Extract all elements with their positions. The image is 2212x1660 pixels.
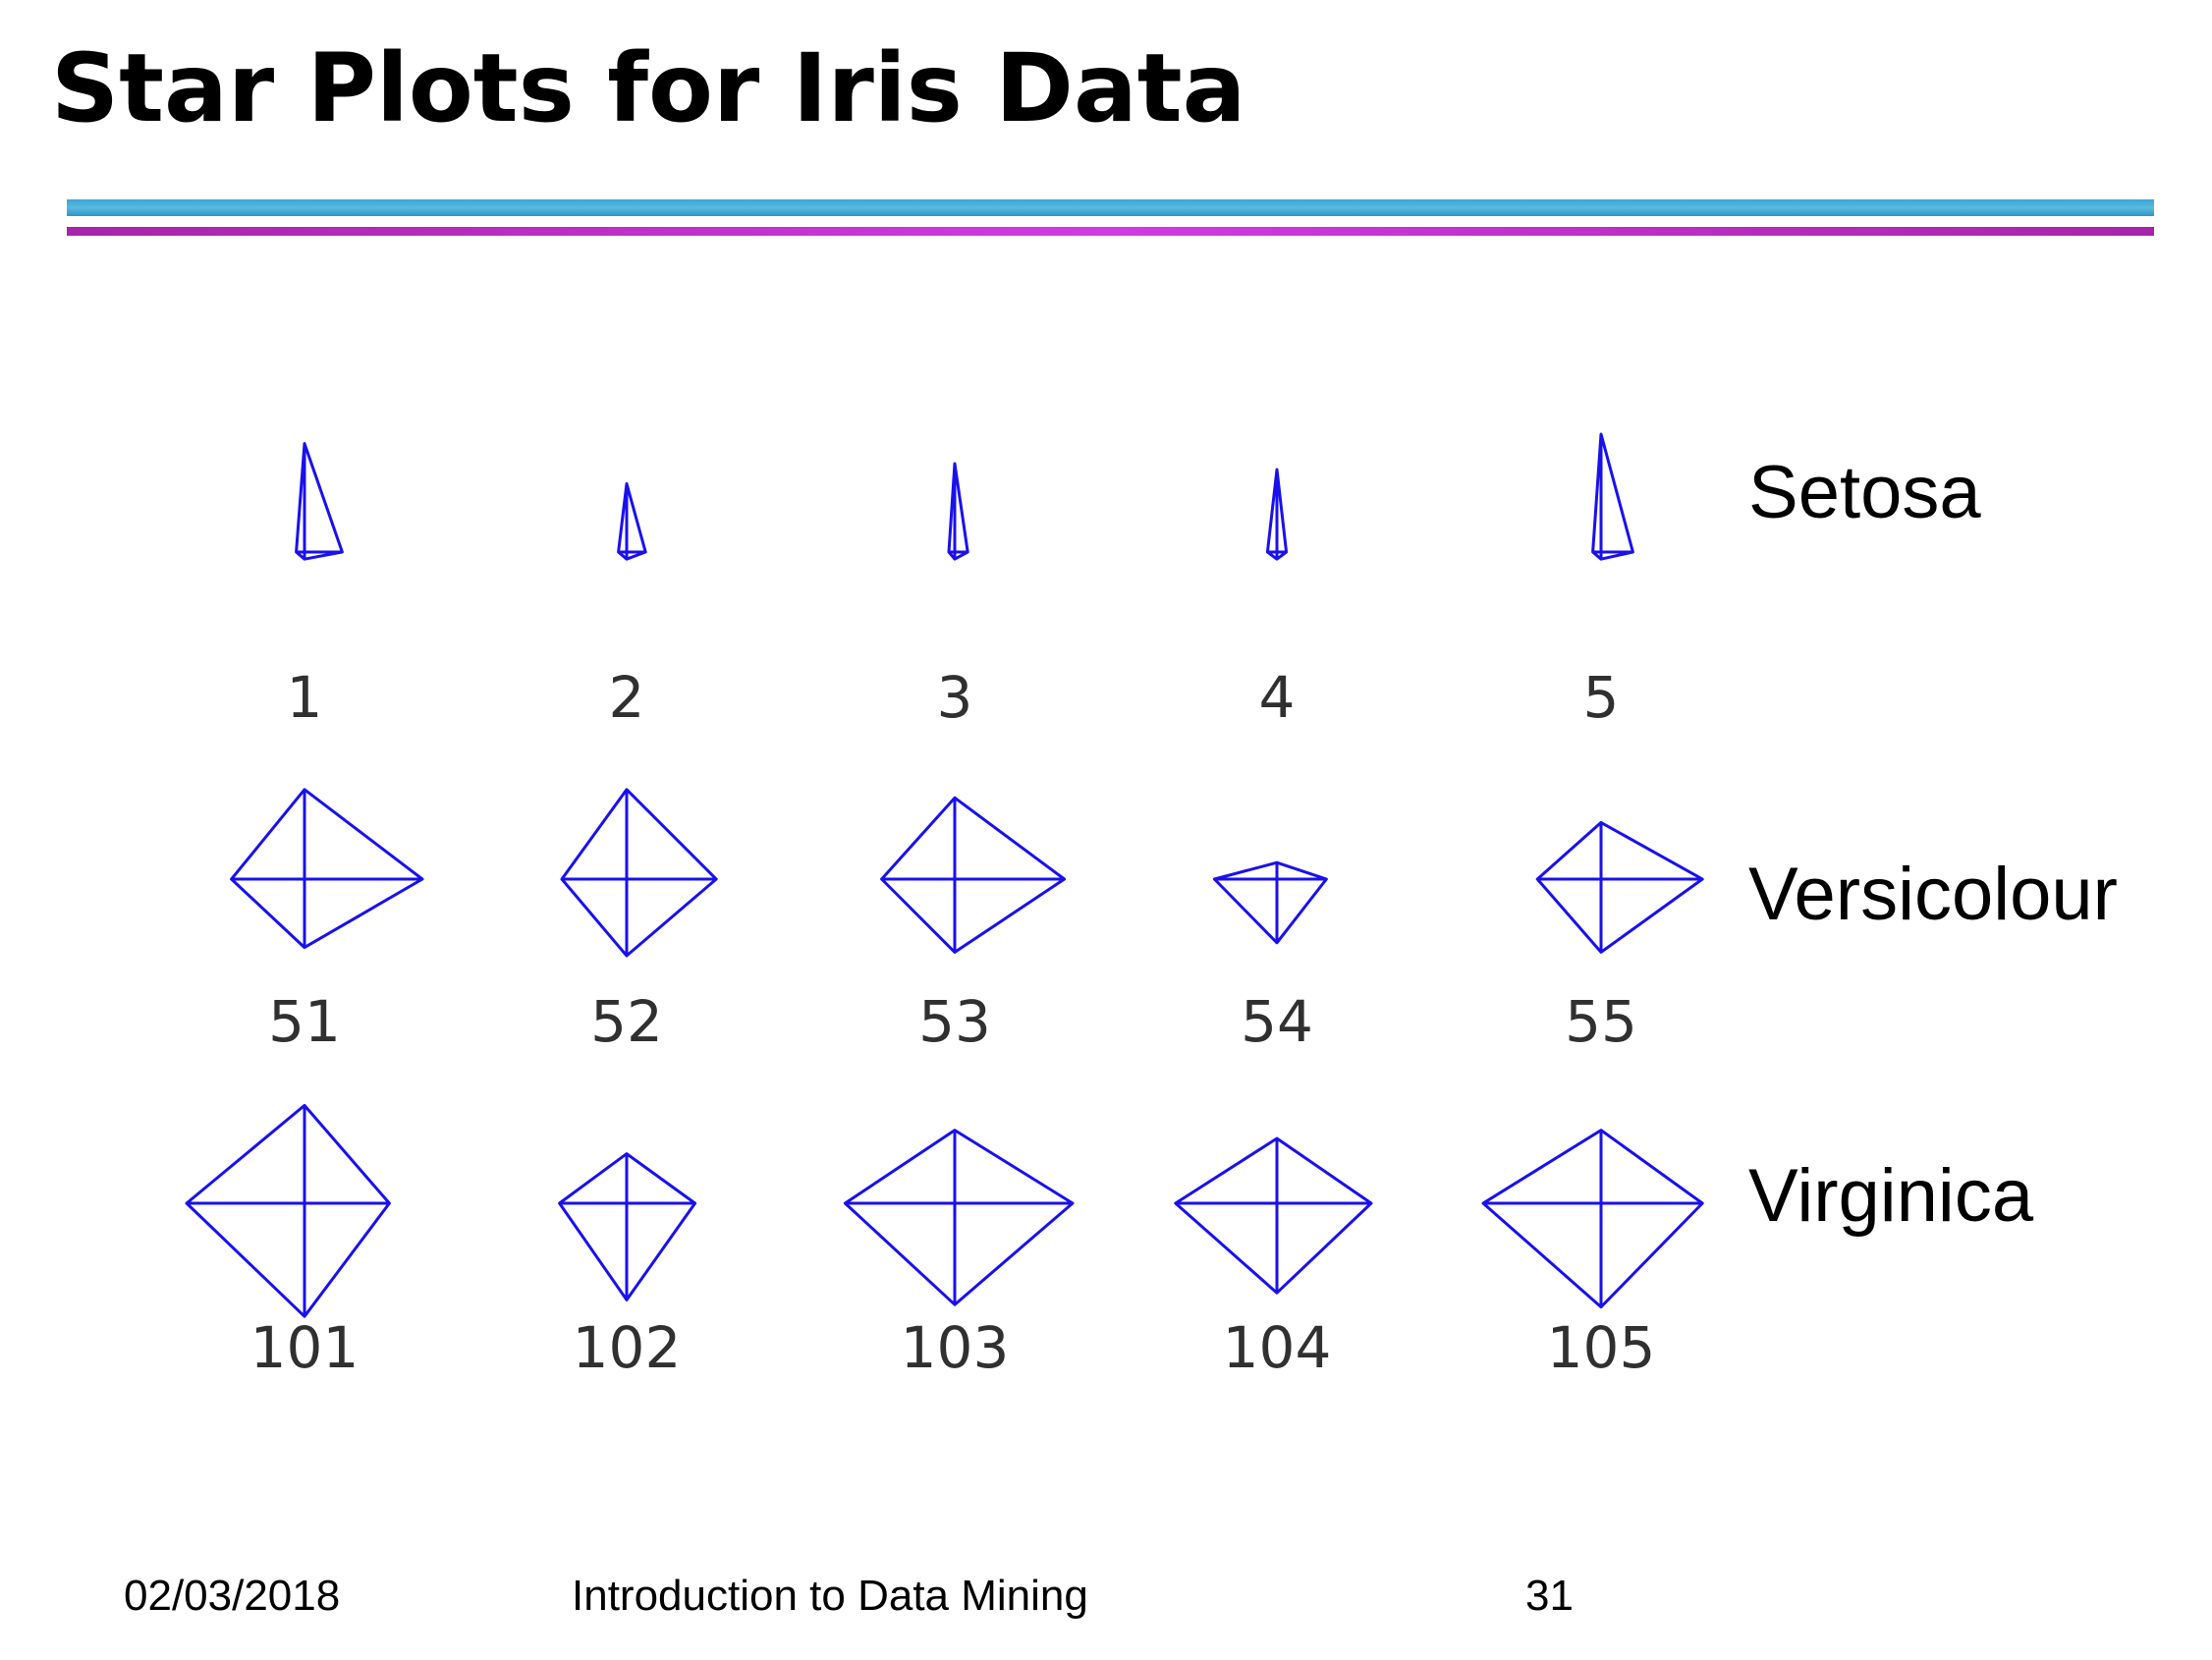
- observation-label-4: 4: [1259, 664, 1296, 731]
- star-52: [560, 788, 718, 958]
- observation-label-102: 102: [573, 1314, 682, 1381]
- star-5: [1591, 432, 1634, 561]
- star-52-outline: [560, 788, 718, 958]
- title-rule-magenta: [67, 227, 2154, 236]
- star-102-outline: [558, 1152, 697, 1301]
- observation-label-55: 55: [1565, 988, 1637, 1055]
- footer-page-number: 31: [1525, 1572, 1574, 1620]
- observation-label-2: 2: [609, 664, 645, 731]
- star-3: [947, 462, 969, 561]
- observation-label-101: 101: [250, 1314, 359, 1381]
- star-54-outline: [1212, 860, 1328, 945]
- star-102: [558, 1152, 697, 1301]
- star-54: [1212, 860, 1328, 945]
- observation-label-5: 5: [1583, 664, 1620, 731]
- observation-label-104: 104: [1223, 1314, 1332, 1381]
- star-53-outline: [880, 796, 1067, 954]
- star-101-outline: [185, 1103, 391, 1318]
- star-5-outline: [1591, 432, 1634, 561]
- observation-label-105: 105: [1547, 1314, 1656, 1381]
- class-label-versicolour: Versicolour: [1748, 853, 2118, 936]
- observation-label-1: 1: [287, 664, 323, 731]
- star-104-outline: [1174, 1136, 1373, 1295]
- star-51-outline: [230, 788, 424, 950]
- star-53: [880, 796, 1067, 954]
- title-rule-blue: [67, 199, 2154, 216]
- star-2: [617, 481, 647, 561]
- footer-course-title: Introduction to Data Mining: [572, 1572, 1088, 1620]
- star-4-outline: [1265, 468, 1289, 561]
- observation-labels: 1 2 3 4 5 51 52 53 54 55 101 102 103 104 105: [250, 664, 1656, 1381]
- class-label-virginica: Virginica: [1748, 1154, 2034, 1238]
- star-1: [295, 442, 344, 561]
- star-55: [1535, 820, 1704, 954]
- star-101: [185, 1103, 391, 1318]
- star-103-outline: [843, 1129, 1075, 1306]
- star-1-outline: [295, 442, 344, 561]
- class-label-setosa: Setosa: [1748, 451, 1981, 534]
- observation-label-53: 53: [918, 988, 991, 1055]
- star-105-outline: [1481, 1129, 1704, 1309]
- star-4: [1265, 468, 1289, 561]
- class-labels: Setosa Versicolour Virginica: [1748, 451, 2118, 1238]
- star-103: [843, 1129, 1075, 1306]
- star-2-outline: [617, 481, 647, 561]
- observation-label-51: 51: [268, 988, 341, 1055]
- stars-layer: [185, 432, 1704, 1318]
- observation-label-103: 103: [901, 1314, 1010, 1381]
- observation-label-3: 3: [937, 664, 973, 731]
- star-3-outline: [947, 462, 969, 561]
- star-105: [1481, 1129, 1704, 1309]
- star-51: [230, 788, 424, 950]
- observation-label-54: 54: [1241, 988, 1313, 1055]
- slide-title: Star Plots for Iris Data: [51, 33, 1246, 143]
- observation-label-52: 52: [590, 988, 663, 1055]
- star-104: [1174, 1136, 1373, 1295]
- star-55-outline: [1535, 820, 1704, 954]
- footer-date: 02/03/2018: [124, 1572, 341, 1620]
